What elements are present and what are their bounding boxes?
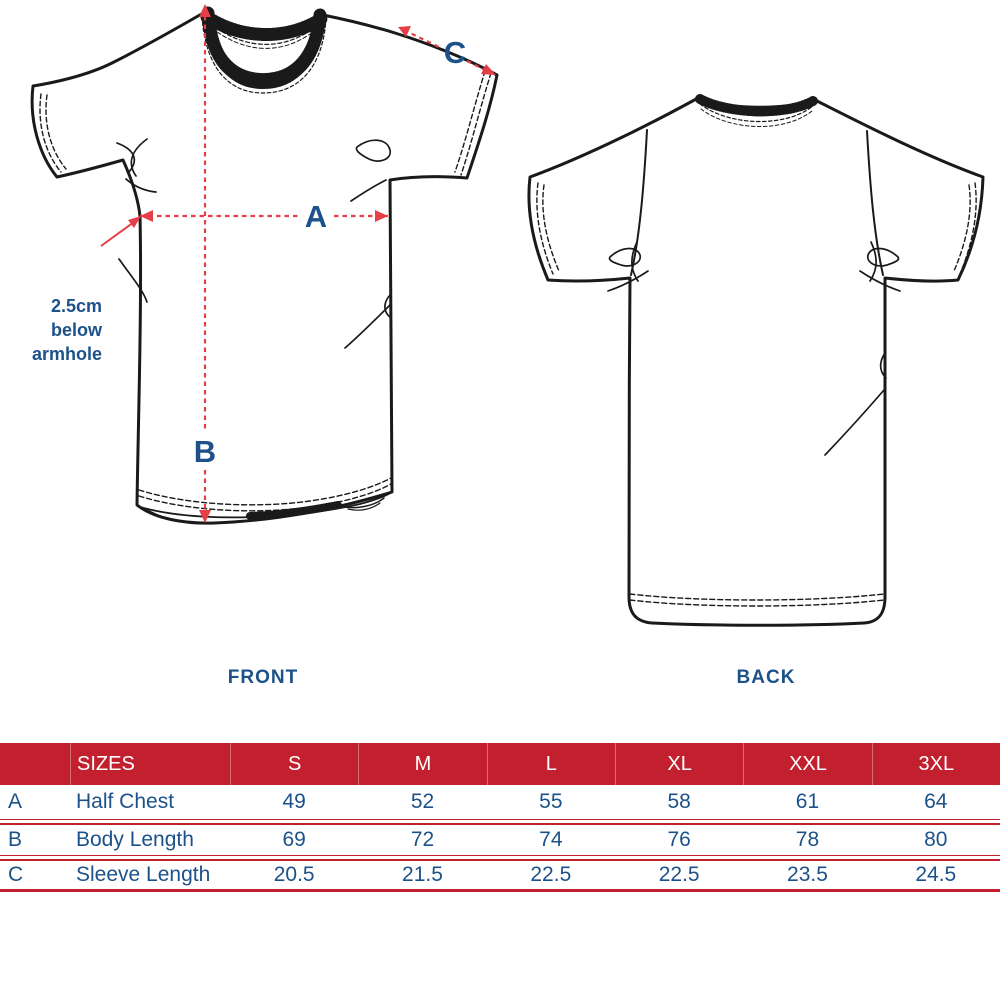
back-armhole-seams (630, 129, 884, 276)
front-hem-roll (139, 491, 393, 520)
value-cell: 61 (795, 790, 820, 813)
value-cell: 22.5 (530, 863, 572, 886)
value-cell: 64 (924, 790, 948, 813)
size-table-header: SIZES S M L XL XXL 3XL (0, 743, 1000, 785)
back-shirt-outline (527, 96, 985, 627)
row-label: Sleeve Length (76, 863, 211, 886)
front-collar (200, 6, 328, 94)
value-cell: 55 (539, 790, 563, 813)
value-cell: 58 (667, 790, 691, 813)
size-col-header-3xl: 3XL (871, 743, 1000, 785)
value-cell: 52 (410, 790, 435, 813)
size-col-header-l: L (486, 743, 615, 785)
back-wrinkles (607, 241, 901, 456)
value-cell: 80 (924, 828, 948, 851)
armhole-note: 2.5cm below armhole (2, 294, 102, 366)
back-hem-stitching (629, 593, 885, 607)
front-shirt-outline (30, 10, 499, 525)
size-col-header-s: S (230, 743, 358, 785)
row-letter: B (8, 828, 23, 851)
header-sizes-label: SIZES (70, 743, 230, 785)
measure-arrow-c (398, 26, 496, 75)
back-cuff-stitching (536, 182, 977, 275)
row-letter: A (8, 790, 23, 813)
front-cuff-stitching (39, 70, 492, 176)
armhole-note-line2: armhole (31, 344, 102, 364)
back-caption: BACK (736, 667, 796, 688)
front-wrinkles (116, 138, 392, 349)
measure-label-a: A (305, 199, 327, 234)
value-cell: 20.5 (273, 863, 315, 886)
front-shirt-drawing: A B C (30, 4, 499, 525)
row-label: Half Chest (76, 790, 175, 813)
value-cell: 21.5 (402, 863, 443, 886)
size-table: SIZES S M L XL XXL 3XL A Half Chest 49 5… (0, 743, 1000, 892)
row-separator (0, 855, 1000, 861)
back-collar (695, 94, 818, 127)
measure-arrow-a (140, 210, 388, 222)
row-separator (0, 819, 1000, 825)
table-row-sleeve-length: C Sleeve Length 20.5 21.5 22.5 22.5 23.5… (0, 861, 1000, 889)
measure-label-b: B (194, 434, 216, 469)
value-cell: 74 (539, 828, 563, 851)
size-col-header-xl: XL (614, 743, 743, 785)
armhole-note-line1: 2.5cm below (50, 296, 102, 340)
table-row-half-chest: A Half Chest 49 52 55 58 61 64 (0, 785, 1000, 819)
measure-arrow-b (199, 4, 211, 523)
table-bottom-line (0, 889, 1000, 892)
value-cell: 22.5 (658, 863, 700, 886)
armhole-note-leader (100, 216, 141, 247)
value-cell: 78 (795, 828, 820, 851)
row-label: Body Length (76, 828, 194, 851)
size-col-header-m: M (358, 743, 486, 785)
table-row-body-length: B Body Length 69 72 74 76 78 80 (0, 825, 1000, 855)
measure-label-c: C (444, 35, 466, 70)
value-cell: 76 (667, 828, 691, 851)
value-cell: 69 (282, 828, 306, 851)
size-col-header-xxl: XXL (743, 743, 871, 785)
row-letter: C (8, 863, 24, 886)
back-shirt-drawing (527, 94, 985, 627)
value-cell: 72 (410, 828, 435, 851)
value-cell: 49 (282, 790, 306, 813)
value-cell: 24.5 (915, 863, 957, 886)
value-cell: 23.5 (787, 863, 828, 886)
front-caption: FRONT (227, 667, 299, 688)
